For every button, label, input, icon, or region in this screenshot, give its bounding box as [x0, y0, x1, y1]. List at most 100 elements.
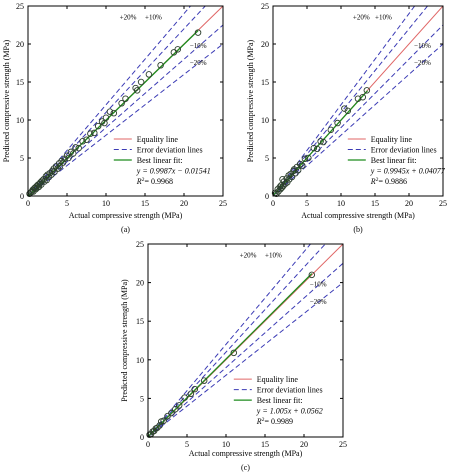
r-squared-exponent: 2 — [262, 417, 265, 423]
data-point — [83, 136, 90, 144]
data-point — [175, 402, 183, 409]
band-label-minus10: −10% — [414, 42, 431, 50]
data-point — [298, 162, 306, 169]
r-squared-exponent: 2 — [376, 177, 379, 183]
data-point — [191, 385, 199, 393]
data-point — [230, 349, 238, 357]
data-point — [160, 417, 167, 425]
x-tick-label: 25 — [339, 440, 347, 449]
data-point — [156, 422, 163, 429]
y-tick-label: 5 — [20, 154, 24, 163]
data-point — [59, 159, 67, 166]
data-point — [137, 78, 145, 86]
error-line-minus10 — [273, 24, 443, 196]
data-point — [363, 87, 371, 94]
x-tick-label: 10 — [337, 199, 345, 208]
data-point — [65, 154, 72, 162]
x-tick-label: 20 — [300, 440, 308, 449]
data-point — [308, 271, 316, 279]
legend-label-fit: Best linear fit: — [371, 156, 417, 165]
reference-lines — [148, 244, 343, 437]
legend-label-equality: Equality line — [137, 135, 179, 144]
x-axis-label: Actual compressive strength (MPa) — [189, 449, 303, 458]
y-tick-label: 15 — [261, 78, 269, 87]
data-point — [294, 166, 302, 174]
data-point — [301, 155, 309, 163]
panel-caption: (c) — [241, 463, 250, 472]
data-point — [157, 62, 164, 69]
data-points — [146, 271, 316, 438]
plot-frame — [272, 5, 444, 197]
band-label-minus20: −20% — [414, 59, 431, 67]
x-tick-label: 0 — [26, 199, 30, 208]
data-point — [110, 109, 118, 117]
band-label-plus20: +20% — [240, 252, 257, 260]
data-point — [145, 71, 153, 78]
data-point — [317, 138, 324, 145]
y-axis-label: Predicted compressive strength (MPa) — [246, 39, 255, 162]
data-point — [354, 95, 362, 102]
panel-a: 0 5 10 15 20 25 0 5 10 15 20 25 Actual compressive s… — [2, 2, 227, 234]
y-tick-label: 25 — [16, 2, 24, 11]
x-tick-label: 10 — [102, 199, 110, 208]
panel-c: 0 5 10 15 20 25 0 5 10 15 20 25 Actual compressive s… — [120, 240, 347, 472]
data-point — [310, 144, 318, 152]
legend-label-fit: Best linear fit: — [257, 396, 303, 405]
data-point — [72, 144, 79, 151]
x-tick-label: 25 — [439, 199, 447, 208]
x-tick-label: 5 — [65, 199, 69, 208]
data-point — [168, 409, 175, 417]
band-label-minus20: −20% — [310, 298, 327, 306]
panel-caption: (a) — [121, 225, 130, 234]
r-squared-value: = 0.9968 — [144, 177, 173, 186]
data-point — [288, 173, 296, 181]
error-line-plus20 — [148, 244, 312, 437]
y-tick-label: 25 — [136, 240, 144, 249]
y-tick-label: 20 — [136, 279, 144, 288]
x-axis-label: Actual compressive strength (MPa) — [301, 211, 415, 220]
data-point — [285, 172, 292, 179]
x-tick-label: 5 — [305, 199, 309, 208]
data-point — [334, 119, 341, 127]
data-point — [200, 377, 208, 384]
y-tick-label: 10 — [261, 116, 269, 125]
error-line-minus20 — [28, 43, 223, 196]
data-point — [359, 93, 367, 101]
y-tick-label: 20 — [261, 40, 269, 49]
data-point — [341, 105, 348, 112]
data-point — [122, 95, 129, 102]
x-tick-label: 15 — [141, 199, 149, 208]
band-label-plus20: +20% — [353, 13, 370, 21]
data-point — [174, 46, 182, 53]
legend-label-equality: Equality line — [257, 375, 299, 384]
y-tick-label: 5 — [140, 394, 144, 403]
data-point — [327, 126, 335, 134]
band-label-minus20: −20% — [190, 59, 207, 67]
x-tick-label: 25 — [219, 199, 227, 208]
r-squared-symbol: R — [256, 417, 262, 426]
x-tick-label: 0 — [271, 199, 275, 208]
fit-line — [148, 273, 313, 437]
band-label-plus10: +10% — [375, 13, 392, 21]
data-points — [271, 87, 371, 197]
y-tick-label: 10 — [136, 356, 144, 365]
data-point — [320, 138, 327, 146]
data-point — [278, 184, 286, 191]
data-point — [133, 87, 141, 94]
y-tick-label: 20 — [16, 40, 24, 49]
data-point — [187, 390, 195, 398]
data-point — [344, 107, 352, 115]
data-point — [91, 129, 98, 137]
data-points — [26, 29, 202, 197]
data-point — [94, 122, 102, 130]
data-point — [305, 154, 312, 162]
data-point — [164, 412, 171, 420]
y-axis-label: Predicted compressive strength (MPa) — [2, 39, 11, 162]
data-point — [102, 114, 110, 121]
legend-label-fit: Best linear fit: — [137, 156, 183, 165]
data-point — [313, 145, 321, 153]
